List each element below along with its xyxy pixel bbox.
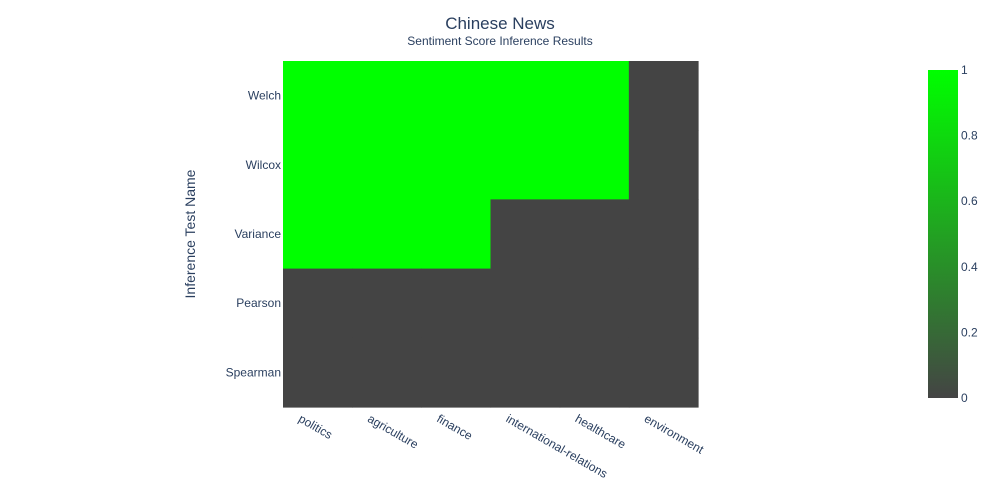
heatmap-cell	[559, 268, 630, 339]
heatmap-cell	[490, 130, 561, 200]
heatmap-cell	[283, 130, 353, 200]
x-tick-label: environment	[642, 411, 707, 456]
chart-subtitle: Sentiment Score Inference Results	[407, 34, 592, 48]
x-tick-label: politics	[296, 411, 335, 441]
heatmap-cell	[490, 268, 561, 339]
x-tick-label: finance	[434, 411, 475, 443]
y-tick-label: Wilcox	[246, 158, 281, 172]
y-tick-label: Welch	[248, 89, 281, 103]
y-tick-label: Pearson	[236, 296, 281, 310]
colorbar-tick-labels: 0 0.2 0.4 0.6 0.8 1	[961, 63, 978, 405]
heatmap-cell	[490, 61, 561, 131]
heatmap-cell	[421, 61, 492, 131]
heatmap-cell	[283, 61, 353, 131]
heatmap-cell	[559, 199, 630, 270]
heatmap-cell	[283, 268, 353, 339]
heatmap-cell	[559, 61, 630, 131]
chart-title: Chinese News	[445, 14, 555, 33]
colorbar-tick-label: 0.4	[961, 260, 978, 274]
heatmap-cell	[490, 337, 561, 408]
heatmap-cell	[421, 199, 492, 270]
y-tick-label: Spearman	[226, 365, 281, 379]
heatmap-cell	[421, 268, 492, 339]
heatmap-cell	[628, 268, 699, 339]
colorbar-tick-label: 0.6	[961, 194, 978, 208]
colorbar-tick-label: 1	[961, 63, 968, 77]
heatmap-cell	[283, 199, 353, 270]
x-tick-labels: politics agriculture finance international-…	[296, 411, 707, 480]
heatmap-cell	[628, 199, 699, 270]
heatmap-cell	[421, 337, 492, 408]
colorbar-tick-label: 0.8	[961, 129, 978, 143]
colorbar-tick-label: 0	[961, 391, 968, 405]
heatmap-cell	[283, 337, 353, 408]
heatmap-cell	[628, 61, 699, 131]
x-tick-label: healthcare	[573, 411, 629, 451]
heatmap-cell	[352, 130, 422, 200]
heatmap-cells	[283, 61, 699, 408]
heatmap-cell	[421, 130, 492, 200]
heatmap-cell	[352, 337, 422, 408]
heatmap-cell	[352, 61, 422, 131]
y-tick-label: Variance	[235, 227, 282, 241]
heatmap-cell	[628, 130, 699, 200]
heatmap-cell	[559, 337, 630, 408]
heatmap-cell	[352, 199, 422, 270]
y-tick-labels: Welch Wilcox Variance Pearson Spearman	[226, 89, 282, 380]
x-tick-label: agriculture	[365, 411, 421, 451]
colorbar-tick-label: 0.2	[961, 325, 978, 339]
heatmap-cell	[352, 268, 422, 339]
y-axis-label: Inference Test Name	[182, 169, 198, 298]
heatmap-cell	[490, 199, 561, 270]
heatmap-cell	[559, 130, 630, 200]
heatmap-cell	[628, 337, 699, 408]
colorbar	[928, 70, 958, 398]
